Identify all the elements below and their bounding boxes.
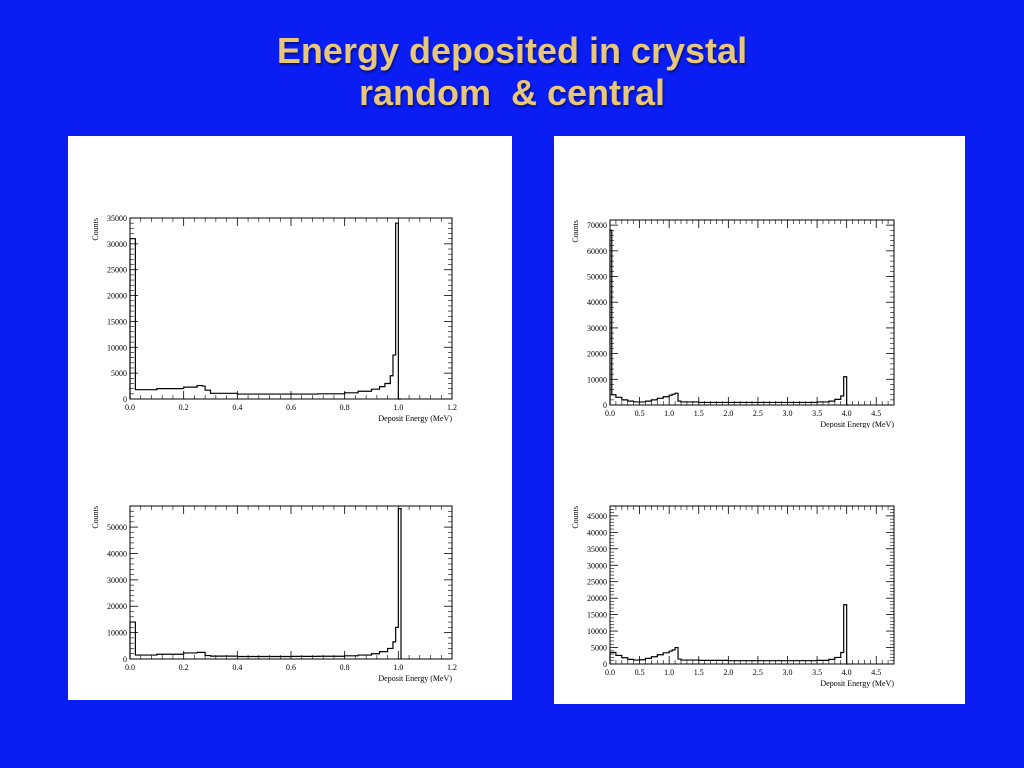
y-tick-label: 5000 <box>591 644 607 653</box>
plot-frame <box>129 217 453 400</box>
y-tick-label: 10000 <box>107 629 127 638</box>
slide-title-line-2: random & central <box>358 72 666 113</box>
x-tick-label: 0.5 <box>635 668 645 677</box>
y-tick-label: 20000 <box>107 292 127 301</box>
x-tick-label: 4.0 <box>842 409 852 418</box>
x-tick-label: 0.6 <box>286 663 296 672</box>
x-tick-label: 0.8 <box>340 663 350 672</box>
y-tick-label: 0 <box>603 401 607 410</box>
histogram-left-bottom: 0 10000 20000 30000 40000 50000 0.0 0.2 0.4 0.6 0.… <box>91 505 457 683</box>
y-tick-label: 10000 <box>107 343 127 352</box>
y-axis-label: Counts <box>91 218 100 241</box>
x-tick-label: 1.0 <box>393 663 403 672</box>
y-tick-label: 0 <box>123 395 127 404</box>
histogram-line <box>129 508 402 659</box>
x-tick-label: 0.2 <box>179 403 189 412</box>
y-tick-label: 10000 <box>587 375 607 384</box>
x-axis-label: Deposit Energy (MeV) <box>378 674 452 683</box>
slide-title-line-1: Energy deposited in crystal <box>276 30 748 71</box>
y-tick-label: 45000 <box>587 512 607 521</box>
x-tick-label: 0.0 <box>125 403 135 412</box>
histogram-line <box>609 604 849 665</box>
y-tick-label: 20000 <box>587 350 607 359</box>
y-tick-label: 25000 <box>587 578 607 587</box>
y-tick-label: 20000 <box>107 602 127 611</box>
x-tick-label: 1.0 <box>664 668 674 677</box>
x-axis-label: Deposit Energy (MeV) <box>378 414 452 423</box>
x-tick-label: 1.5 <box>694 668 704 677</box>
x-axis-label: Deposit Energy (MeV) <box>820 679 894 688</box>
y-axis-label: Counts <box>571 506 580 529</box>
x-tick-label: 0.0 <box>125 663 135 672</box>
x-tick-label: 1.2 <box>447 663 457 672</box>
x-tick-label: 0.0 <box>605 409 615 418</box>
y-tick-label: 50000 <box>107 523 127 532</box>
y-tick-label: 10000 <box>587 627 607 636</box>
y-tick-label: 35000 <box>107 214 127 223</box>
histogram-left-top: 0 5000 10000 15000 20000 25000 30000 35000 0.0 0.… <box>91 214 457 423</box>
x-tick-label: 0.6 <box>286 403 296 412</box>
y-tick-label: 0 <box>603 660 607 669</box>
y-tick-label: 30000 <box>107 576 127 585</box>
y-tick-label: 40000 <box>107 549 127 558</box>
x-tick-label: 0.5 <box>635 409 645 418</box>
left-chart-panel: 0 5000 10000 15000 20000 25000 30000 35000 0.0 0.… <box>68 136 512 700</box>
x-tick-label: 4.5 <box>871 409 881 418</box>
slide-title: Energy deposited in crystal random & cen… <box>0 30 1024 114</box>
x-tick-label: 2.5 <box>753 668 763 677</box>
y-tick-label: 40000 <box>587 528 607 537</box>
x-tick-label: 2.0 <box>723 668 733 677</box>
x-tick-label: 0.4 <box>232 403 242 412</box>
histogram-line <box>609 229 849 406</box>
y-tick-label: 15000 <box>107 317 127 326</box>
x-tick-label: 0.2 <box>179 663 189 672</box>
x-tick-label: 0.4 <box>232 663 242 672</box>
x-tick-label: 3.5 <box>812 668 822 677</box>
y-tick-label: 50000 <box>587 273 607 282</box>
x-tick-label: 3.0 <box>783 409 793 418</box>
y-tick-label: 30000 <box>107 240 127 249</box>
histogram-right-top: 0 10000 20000 30000 40000 50000 60000 70000 0.0 0… <box>571 219 895 428</box>
x-tick-label: 1.5 <box>694 409 704 418</box>
x-tick-label: 1.2 <box>447 403 457 412</box>
y-tick-label: 30000 <box>587 561 607 570</box>
y-tick-label: 15000 <box>587 611 607 620</box>
y-tick-label: 35000 <box>587 545 607 554</box>
plot-frame <box>609 505 895 665</box>
x-tick-label: 0.0 <box>605 668 615 677</box>
y-axis-label: Counts <box>571 220 580 243</box>
x-tick-label: 1.0 <box>393 403 403 412</box>
y-tick-label: 60000 <box>587 247 607 256</box>
right-chart-panel: 0 10000 20000 30000 40000 50000 60000 70000 0.0 0… <box>554 136 965 704</box>
x-tick-label: 2.5 <box>753 409 763 418</box>
y-tick-label: 0 <box>123 655 127 664</box>
y-axis-label: Counts <box>91 506 100 529</box>
y-tick-label: 70000 <box>587 221 607 230</box>
x-tick-label: 3.0 <box>783 668 793 677</box>
x-axis-label: Deposit Energy (MeV) <box>820 420 894 428</box>
plot-frame <box>609 219 895 406</box>
plot-frame <box>129 505 453 660</box>
y-tick-label: 30000 <box>587 324 607 333</box>
histogram-right-bottom: 0 5000 10000 15000 20000 25000 30000 35000 40000… <box>571 505 895 688</box>
y-tick-label: 20000 <box>587 594 607 603</box>
x-tick-label: 4.0 <box>842 668 852 677</box>
y-tick-label: 25000 <box>107 266 127 275</box>
x-tick-label: 4.5 <box>871 668 881 677</box>
x-tick-label: 0.8 <box>340 403 350 412</box>
y-tick-label: 5000 <box>111 369 127 378</box>
x-tick-label: 3.5 <box>812 409 822 418</box>
x-tick-label: 2.0 <box>723 409 733 418</box>
x-tick-label: 1.0 <box>664 409 674 418</box>
y-tick-label: 40000 <box>587 298 607 307</box>
histogram-line <box>129 222 402 400</box>
